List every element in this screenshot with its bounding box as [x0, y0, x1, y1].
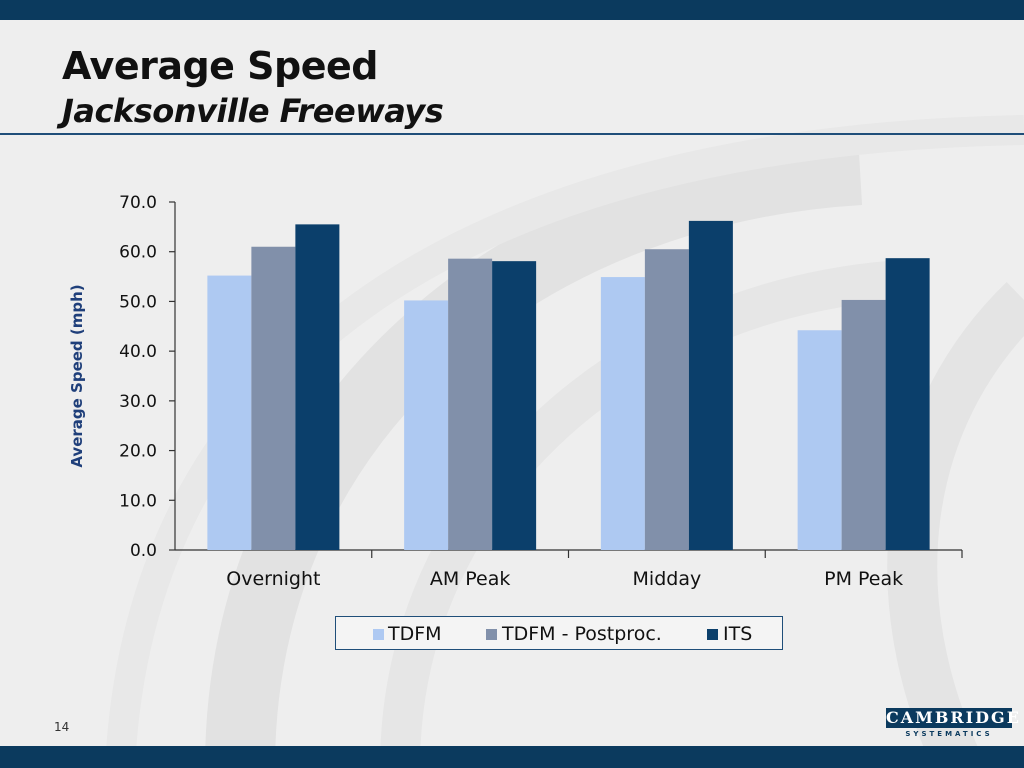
y-tick-label: 50.0 [119, 292, 157, 312]
bar-its-overnight [295, 224, 340, 550]
title-divider [0, 133, 1024, 135]
bar-tdfm-am-peak [404, 300, 449, 550]
x-tick-label: Midday [633, 568, 702, 590]
bar-its-midday [688, 220, 733, 551]
legend-swatch-its [707, 629, 718, 640]
slide-title: Average Speed [62, 44, 379, 88]
bottom-bar [0, 746, 1024, 768]
logo-sub-text: SYSTEMATICS [905, 730, 993, 738]
x-tick-label: Overnight [226, 568, 320, 590]
slide-subtitle: Jacksonville Freeways [62, 92, 444, 130]
bar-tdfm-postproc--pm-peak [841, 299, 886, 550]
y-tick-label: 70.0 [119, 193, 157, 213]
logo-main-text: CAMBRIDGE [886, 708, 1021, 728]
legend-label-its: ITS [723, 623, 753, 645]
cambridge-systematics-logo: CAMBRIDGE SYSTEMATICS [886, 708, 1021, 740]
slide-number: 14 [54, 720, 70, 734]
chart-legend: TDFM TDFM - Postproc. ITS [335, 616, 783, 650]
y-tick-label: 20.0 [119, 442, 157, 462]
bar-tdfm-pm-peak [797, 330, 842, 550]
y-tick-label: 30.0 [119, 392, 157, 412]
legend-swatch-tdfm-postproc [486, 629, 497, 640]
legend-swatch-tdfm [373, 629, 384, 640]
bar-tdfm-postproc--overnight [251, 246, 296, 550]
legend-label-tdfm-postproc: TDFM - Postproc. [502, 623, 662, 645]
bar-tdfm-overnight [207, 275, 252, 550]
top-bar [0, 0, 1024, 20]
y-tick-label: 0.0 [130, 541, 157, 561]
y-tick-label: 10.0 [119, 491, 157, 511]
bar-its-pm-peak [885, 258, 930, 550]
legend-label-tdfm: TDFM [388, 623, 442, 645]
x-tick-label: PM Peak [824, 568, 903, 590]
bar-tdfm-midday [600, 277, 645, 550]
y-tick-label: 40.0 [119, 342, 157, 362]
y-axis-label: Average Speed (mph) [68, 284, 86, 467]
y-tick-label: 60.0 [119, 243, 157, 263]
bar-tdfm-postproc--am-peak [448, 258, 493, 550]
x-tick-label: AM Peak [430, 568, 511, 590]
bar-tdfm-postproc--midday [644, 249, 689, 550]
bar-its-am-peak [492, 261, 537, 550]
